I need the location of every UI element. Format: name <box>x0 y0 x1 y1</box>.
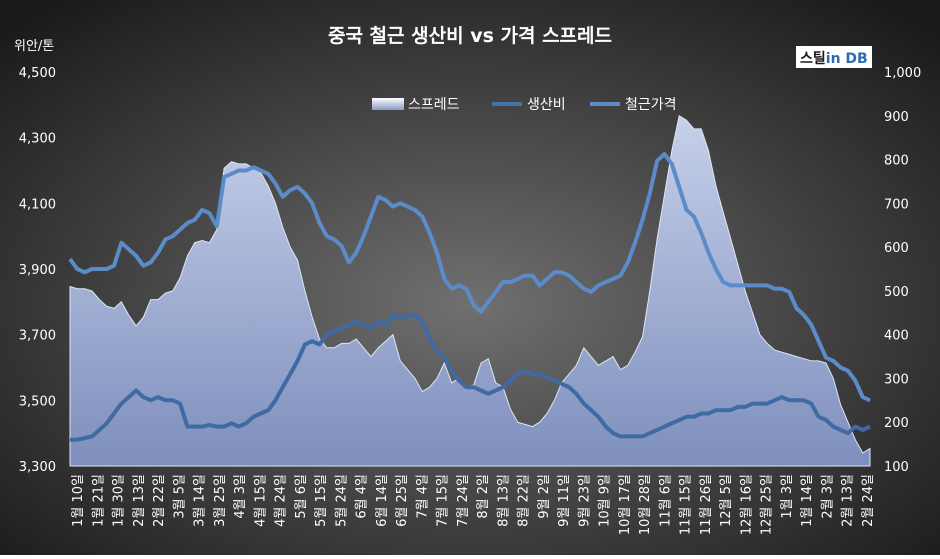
x-tick-label: 5월 24일 <box>334 474 349 527</box>
x-tick-label: 4월 24일 <box>274 474 289 527</box>
right-tick-label: 300 <box>884 372 909 387</box>
brand-logo: 스틸in DB <box>796 46 872 68</box>
x-tick-label: 12월 25일 <box>760 474 775 535</box>
x-tick-label: 7월 15일 <box>436 474 451 527</box>
svg-text:스틸in DB: 스틸in DB <box>800 51 868 67</box>
left-tick-label: 4,100 <box>19 197 56 212</box>
legend-swatch-spread <box>372 98 404 110</box>
brand-part2: in <box>826 51 841 67</box>
brand-part3: DB <box>841 51 868 67</box>
right-tick-label: 200 <box>884 416 909 431</box>
right-tick-label: 500 <box>884 285 909 300</box>
legend-label-cost: 생산비 <box>527 97 566 113</box>
x-tick-label: 2월 22일 <box>152 474 167 527</box>
x-tick-label: 9월 23일 <box>577 474 592 527</box>
right-tick-label: 100 <box>884 460 909 475</box>
x-tick-label: 5월 15일 <box>314 474 329 527</box>
x-tick-label: 9월 2일 <box>537 474 552 519</box>
right-tick-label: 800 <box>884 154 909 169</box>
x-tick-label: 11월 26일 <box>699 474 714 535</box>
x-tick-label: 7월 4일 <box>415 474 430 519</box>
left-tick-label: 4,300 <box>19 132 56 147</box>
series-cost-line <box>70 313 871 442</box>
x-tick-label: 10월 28일 <box>638 474 653 535</box>
x-tick-label: 7월 24일 <box>456 474 471 527</box>
x-tick-label: 11월 15일 <box>679 474 694 535</box>
x-tick-label: 12월 5일 <box>719 474 734 527</box>
right-tick-label: 700 <box>884 197 909 212</box>
x-tick-label: 1월 30일 <box>112 474 127 527</box>
left-tick-label: 3,900 <box>19 263 56 278</box>
left-tick-label: 3,700 <box>19 329 56 344</box>
left-axis-label: 위안/톤 <box>14 39 54 54</box>
x-tick-label: 6월 4일 <box>355 474 370 519</box>
legend: 스프레드 생산비 철근가격 <box>372 97 677 113</box>
series-price-line <box>68 152 871 403</box>
legend-label-spread: 스프레드 <box>408 97 460 113</box>
chart-title: 중국 철근 생산비 vs 가격 스프레드 <box>328 25 612 47</box>
left-axis: 3,300 3,500 3,700 3,900 4,100 4,300 4,500 <box>19 66 56 475</box>
x-tick-label: 8월 22일 <box>517 474 532 527</box>
x-tick-label: 2월 24일 <box>861 474 876 527</box>
x-tick-label: 1월 14일 <box>800 474 815 527</box>
x-tick-label: 3월 14일 <box>193 474 208 527</box>
series-spread-area <box>69 115 871 467</box>
x-tick-label: 3월 25일 <box>213 474 228 527</box>
x-tick-label: 6월 14일 <box>375 474 390 527</box>
x-tick-label: 8월 13일 <box>496 474 511 527</box>
x-tick-label: 8월 2일 <box>476 474 491 519</box>
right-tick-label: 1,000 <box>884 66 921 81</box>
left-tick-label: 3,500 <box>19 394 56 409</box>
x-tick-label: 2월 13일 <box>841 474 856 527</box>
x-tick-label: 12월 16일 <box>740 474 755 535</box>
x-tick-label: 4월 3일 <box>233 474 248 519</box>
plot-area <box>68 115 871 467</box>
right-axis: 100 200 300 400 500 600 700 800 900 1,000 <box>884 66 921 475</box>
right-tick-label: 400 <box>884 329 909 344</box>
right-tick-label: 600 <box>884 241 909 256</box>
x-tick-label: 10월 9일 <box>598 474 613 527</box>
x-tick-label: 5월 6일 <box>294 474 309 519</box>
x-tick-label: 11월 6일 <box>658 474 673 527</box>
right-tick-label: 900 <box>884 110 909 125</box>
x-tick-label: 1월 10일 <box>71 474 86 527</box>
x-tick-label: 1월 21일 <box>91 474 106 527</box>
x-tick-label: 4월 15일 <box>253 474 268 527</box>
x-tick-label: 6월 25일 <box>395 474 410 527</box>
x-tick-label: 1월 3일 <box>780 474 795 519</box>
left-tick-label: 3,300 <box>19 460 56 475</box>
x-tick-label: 3월 5일 <box>172 474 187 519</box>
x-tick-label: 10월 17일 <box>618 474 633 535</box>
x-tick-label: 2월 3일 <box>821 474 836 519</box>
left-tick-label: 4,500 <box>19 66 56 81</box>
legend-label-price: 철근가격 <box>625 97 677 113</box>
x-axis: 1월 10일 1월 21일 1월 30일 2월 13일 2월 22일 3월 5일 3월 14… <box>71 474 876 535</box>
x-tick-label: 2월 13일 <box>132 474 147 527</box>
brand-part1: 스틸 <box>800 51 826 67</box>
x-tick-label: 9월 11일 <box>557 474 572 527</box>
